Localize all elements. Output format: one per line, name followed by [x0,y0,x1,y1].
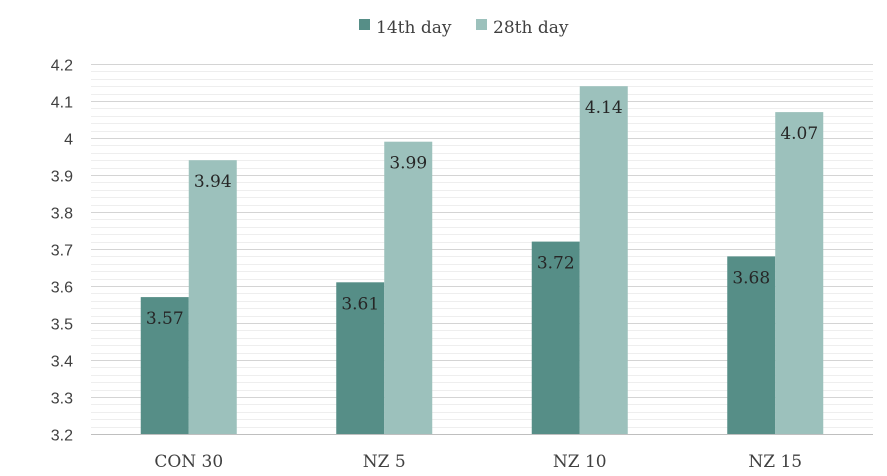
y-tick-label: 3.4 [51,354,73,371]
bar-14th-day [336,282,385,434]
y-tick-label: 3.3 [51,391,73,408]
y-tick-label: 3.2 [51,428,73,445]
x-category-label: NZ 10 [553,452,607,472]
bar-28th-day [188,160,237,434]
bar-14th-day [531,241,580,434]
y-axis: 3.2 3.3 3.4 3.5 3.6 3.7 3.8 3.9 4 4.1 4.2 [51,58,73,445]
data-label: 4.14 [585,98,623,118]
data-label: 3.68 [732,268,770,288]
bar-28th-day [775,112,824,434]
legend-swatch-14th-day [359,19,370,30]
y-tick-label: 4.1 [51,95,73,112]
data-label: 3.99 [389,154,427,174]
x-category-label: NZ 15 [748,452,802,472]
bar-28th-day [579,86,628,434]
x-category-label: NZ 5 [363,452,406,472]
legend-label-28th-day: 28th day [493,18,569,38]
y-tick-label: 3.9 [51,169,73,186]
data-label: 3.94 [194,172,232,192]
bar-14th-day [140,297,189,434]
legend-swatch-28th-day [476,19,487,30]
x-axis: CON 30 NZ 5 NZ 10 NZ 15 [91,434,873,472]
data-label: 4.07 [780,124,818,144]
data-label: 3.57 [146,309,184,329]
y-tick-label: 3.7 [51,243,73,260]
x-category-label: CON 30 [154,452,223,472]
y-tick-label: 4 [64,132,73,149]
y-tick-label: 4.2 [51,58,73,75]
bar-28th-day [384,141,433,434]
data-label: 3.72 [537,254,575,274]
data-label: 3.61 [341,294,379,314]
bars: 3.57 3.94 3.61 3.99 3.72 4.14 3.68 4.07 [140,86,824,434]
bar-14th-day [727,256,776,434]
y-tick-label: 3.5 [51,317,73,334]
y-tick-label: 3.8 [51,206,73,223]
legend-label-14th-day: 14th day [376,18,452,38]
y-tick-label: 3.6 [51,280,73,297]
legend: 14th day 28th day [359,18,569,38]
